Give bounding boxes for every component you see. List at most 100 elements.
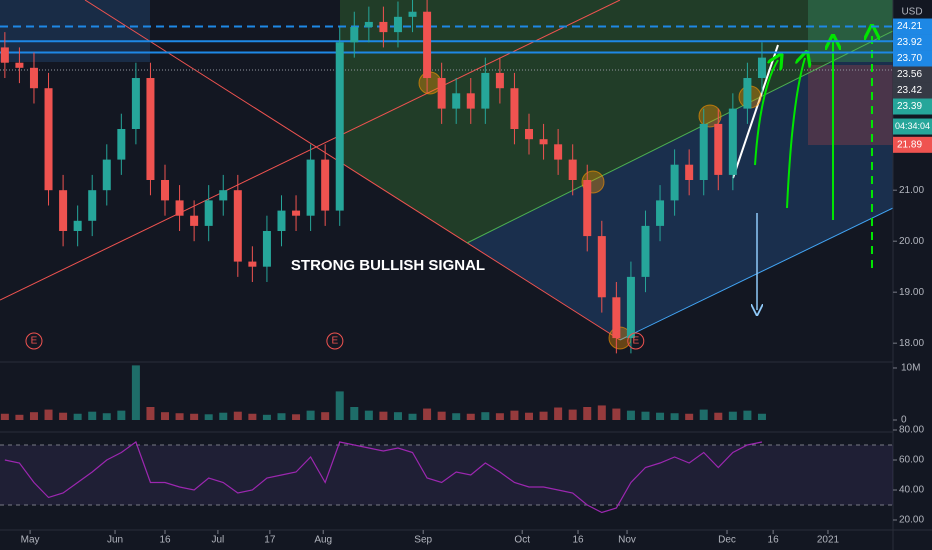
arrow <box>786 58 805 209</box>
volume-bar <box>452 413 461 420</box>
x-tick-label: Aug <box>314 535 332 546</box>
x-tick-label: 2021 <box>817 535 840 546</box>
y-tick-label: 40.00 <box>899 485 924 496</box>
candle-body <box>452 93 461 109</box>
candle-body <box>0 47 9 63</box>
x-tick-label: May <box>21 535 40 546</box>
price-label: 23.70 <box>897 53 922 64</box>
y-tick-label: 21.00 <box>899 185 924 196</box>
price-label-bg <box>893 82 932 99</box>
volume-bar <box>743 410 752 420</box>
candle-body <box>175 200 184 216</box>
candle-body <box>379 21 388 33</box>
volume-bar <box>757 413 766 420</box>
green-zone <box>340 0 893 243</box>
x-tick-label: Jul <box>212 535 225 546</box>
volume-bar <box>728 411 737 420</box>
y-tick-label: 0 <box>901 415 907 426</box>
volume-bar <box>262 414 271 420</box>
candle-body <box>583 180 592 237</box>
volume-bar <box>73 413 82 420</box>
candle-body <box>59 190 68 231</box>
price-label-bg <box>893 66 932 83</box>
y-tick-label: 80.00 <box>899 425 924 436</box>
y-tick-label: 19.00 <box>899 287 924 298</box>
x-tick-label: 17 <box>264 535 276 546</box>
volume-bar <box>117 410 126 420</box>
volume-bar <box>656 412 665 420</box>
volume-bar <box>292 414 301 420</box>
volume-bar <box>131 365 140 420</box>
volume-bar <box>685 413 694 420</box>
candle-body <box>699 123 708 180</box>
x-tick-label: 16 <box>572 535 584 546</box>
volume-bar <box>306 410 315 420</box>
x-tick-label: 16 <box>768 535 780 546</box>
volume-bar <box>481 412 490 420</box>
volume-bar <box>321 412 330 420</box>
candle-body <box>554 144 563 160</box>
earnings-marker <box>326 332 344 350</box>
volume-bar <box>102 413 111 420</box>
volume-bar <box>364 410 373 420</box>
candle-body <box>670 164 679 201</box>
price-label-bg <box>893 18 932 35</box>
volume-bar <box>539 411 548 420</box>
drawings <box>0 0 894 350</box>
blue-channel <box>467 31 893 340</box>
candle-body <box>44 88 53 191</box>
candle-body <box>626 276 635 339</box>
trend-line <box>84 0 621 341</box>
price-label: 23.56 <box>897 69 922 80</box>
candle-body <box>757 57 766 79</box>
earnings-label: E <box>332 336 339 347</box>
x-tick-label: Sep <box>414 535 432 546</box>
candle-body <box>321 159 330 211</box>
y-tick-label: 20.00 <box>899 236 924 247</box>
price-label-bg <box>893 98 932 115</box>
price-label: 23.42 <box>897 85 922 96</box>
candle-body <box>685 164 694 180</box>
countdown: 04:34:04 <box>895 121 930 131</box>
volume-bar <box>423 408 432 420</box>
price-label: 23.92 <box>897 37 922 48</box>
candle-body <box>335 42 344 211</box>
candle-body <box>117 129 126 160</box>
x-tick-label: Dec <box>718 535 736 546</box>
countdown-bg <box>893 118 932 135</box>
candle-body <box>146 78 155 180</box>
x-tick-label: Jun <box>107 535 123 546</box>
price-label-bg <box>893 136 932 153</box>
channel-line <box>466 30 894 244</box>
volume-bar <box>699 409 708 420</box>
volume-bar <box>15 414 24 420</box>
volume-bar <box>233 411 242 420</box>
candle-body <box>641 225 650 277</box>
volume-bar <box>350 406 359 420</box>
volume-bar <box>626 410 635 420</box>
volume-bar <box>204 414 213 420</box>
volume-bar <box>335 391 344 420</box>
candle-body <box>29 67 38 89</box>
volume-bar <box>554 407 563 420</box>
rsi-line <box>4 441 763 514</box>
earnings-label: E <box>632 336 639 347</box>
volume-bar <box>175 413 184 420</box>
volume-bar <box>44 409 53 420</box>
candle-body <box>262 230 271 267</box>
currency: USD <box>901 7 922 18</box>
volume-bar <box>510 410 519 420</box>
candle-body <box>364 21 373 28</box>
stop-box <box>808 65 893 145</box>
candle-body <box>495 72 504 89</box>
candle-body <box>102 159 111 191</box>
price-label-bg <box>893 34 932 51</box>
volume-bar <box>466 413 475 420</box>
volume-bar <box>0 413 9 420</box>
volume-bar <box>277 413 286 420</box>
volume-bar <box>219 412 228 420</box>
y-tick-label: 60.00 <box>899 455 924 466</box>
candle-body <box>161 180 170 201</box>
price-label: 23.39 <box>897 101 922 112</box>
x-tick-label: 16 <box>159 535 171 546</box>
